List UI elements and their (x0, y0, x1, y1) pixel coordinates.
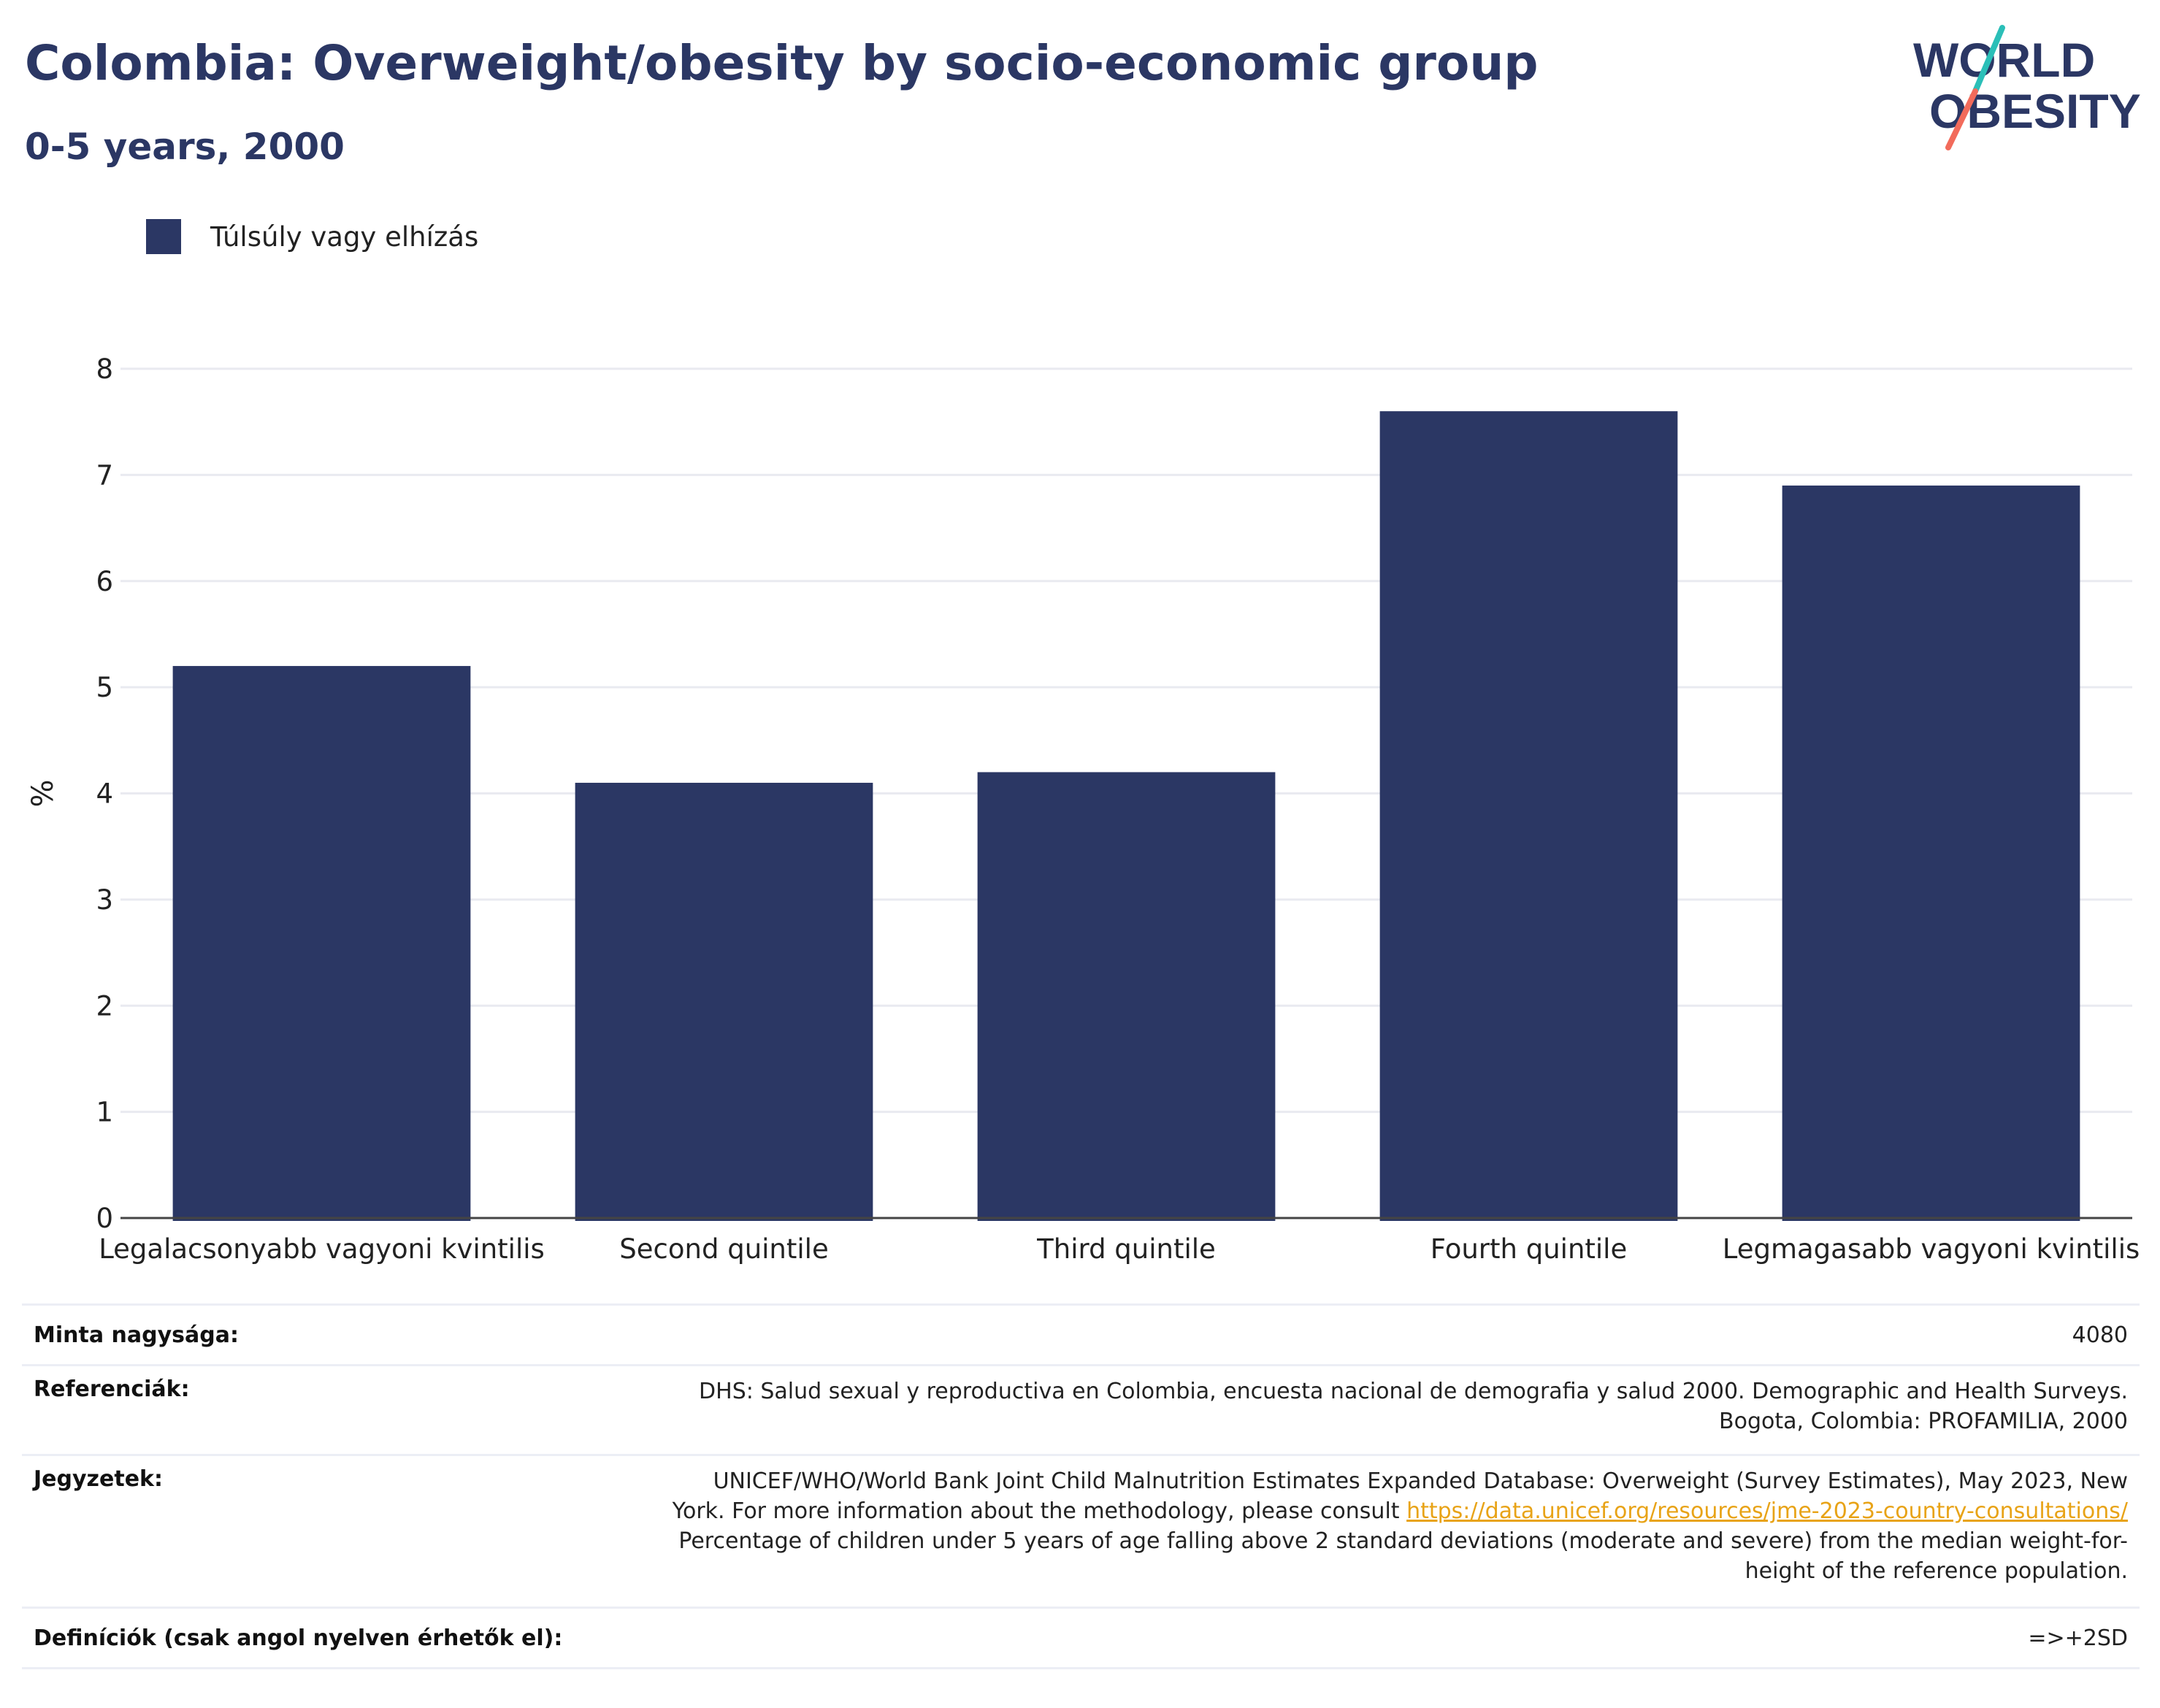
y-tick-label: 2 (96, 990, 113, 1022)
y-axis-label: % (26, 779, 60, 807)
logo-slash-top (1972, 25, 2005, 94)
chart-title: Colombia: Overweight/obesity by socio-ec… (25, 35, 1539, 91)
legend: Túlsúly vagy elhízás (146, 216, 478, 257)
references-line-1: DHS: Salud sexual y reproductiva en Colo… (699, 1379, 2128, 1404)
definitions-label: Definíciók (csak angol nyelven érhetők e… (34, 1625, 563, 1651)
x-tick-label: Second quintile (619, 1233, 828, 1265)
notes-line-2-text: York. For more information about the met… (672, 1498, 1407, 1524)
x-tick-label: Fourth quintile (1431, 1233, 1627, 1265)
bar (977, 772, 1276, 1221)
sample-size-label: Minta nagysága: (34, 1322, 239, 1348)
y-tick-label: 6 (96, 566, 113, 597)
info-table: Minta nagysága: 4080 Referenciák: DHS: S… (22, 1303, 2140, 1669)
references-value: DHS: Salud sexual y reproductiva en Colo… (699, 1376, 2140, 1454)
legend-swatch (146, 219, 181, 254)
y-tick-label: 1 (96, 1097, 113, 1128)
y-tick-label: 3 (96, 884, 113, 916)
bar (1379, 411, 1678, 1221)
bar (575, 782, 873, 1221)
notes-line-3: Percentage of children under 5 years of … (678, 1528, 2128, 1554)
references-line-2: Bogota, Colombia: PROFAMILIA, 2000 (1719, 1409, 2128, 1434)
y-tick-label: 0 (96, 1203, 113, 1234)
notes-label: Jegyzetek: (34, 1466, 163, 1492)
y-tick-label: 7 (96, 459, 113, 491)
methodology-link[interactable]: https://data.unicef.org/resources/jme-20… (1406, 1498, 2128, 1524)
notes-line-4: height of the reference population. (1745, 1558, 2128, 1584)
legend-label: Túlsúly vagy elhízás (210, 221, 479, 253)
logo-text-obesity: OBESITY (1929, 84, 2141, 138)
notes-row: Jegyzetek: UNICEF/WHO/World Bank Joint C… (22, 1454, 2140, 1606)
notes-value: UNICEF/WHO/World Bank Joint Child Malnut… (673, 1466, 2140, 1606)
definitions-row: Definíciók (csak angol nyelven érhetők e… (22, 1606, 2140, 1669)
bar (172, 666, 471, 1221)
bar-chart: 0 1 2 3 4 5 6 7 8% Legalacsonyabb vagyoni kvintil… (26, 353, 2140, 1265)
notes-line-2: York. For more information about the met… (673, 1496, 2128, 1526)
chart-subtitle: 0-5 years, 2000 (25, 126, 345, 168)
x-tick-label: Third quintile (1036, 1233, 1216, 1265)
notes-line-1: UNICEF/WHO/World Bank Joint Child Malnut… (713, 1468, 2128, 1494)
references-row: Referenciák: DHS: Salud sexual y reprodu… (22, 1364, 2140, 1454)
x-tick-label: Legalacsonyabb vagyoni kvintilis (99, 1233, 545, 1265)
y-tick-label: 8 (96, 353, 113, 385)
definitions-value: =>+2SD (2028, 1625, 2128, 1651)
y-tick-label: 5 (96, 672, 113, 703)
sample-size-row: Minta nagysága: 4080 (22, 1303, 2140, 1364)
references-label: Referenciák: (34, 1376, 190, 1402)
y-tick-label: 4 (96, 778, 113, 810)
world-obesity-logo: WORLD OBESITY (1913, 25, 2141, 150)
x-tick-label: Legmagasabb vagyoni kvintilis (1723, 1233, 2140, 1265)
logo-slash-bottom (1945, 88, 1978, 150)
logo-text-world: WORLD (1913, 33, 2095, 87)
sample-size-value: 4080 (2072, 1322, 2128, 1348)
bar (1782, 485, 2080, 1221)
